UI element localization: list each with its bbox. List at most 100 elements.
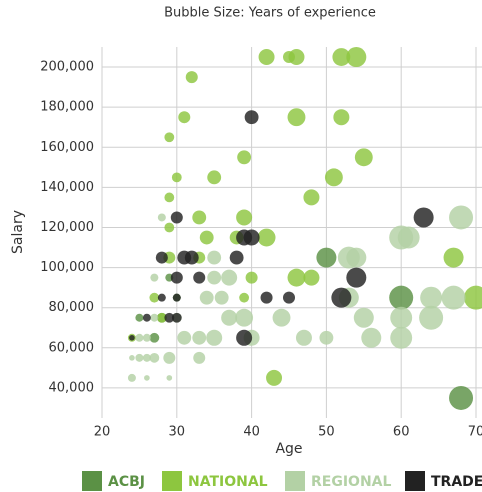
- x-tick-label: 50: [318, 425, 335, 440]
- bubble: [464, 285, 482, 310]
- bubble: [420, 286, 443, 309]
- bubble: [295, 329, 312, 346]
- bubble: [337, 246, 360, 269]
- grid: [101, 47, 482, 418]
- y-tick-label: 140,000: [40, 180, 94, 195]
- bubble: [170, 211, 183, 224]
- bubble: [287, 108, 306, 127]
- y-axis-label: Salary: [10, 210, 26, 254]
- bubble: [443, 247, 464, 268]
- bubble: [157, 293, 166, 302]
- bubble: [164, 312, 175, 323]
- x-tick-label: 70: [468, 425, 482, 440]
- bubble: [413, 207, 434, 228]
- bubble: [353, 307, 374, 328]
- bubble: [243, 229, 260, 246]
- legend-label: NATIONAL: [188, 474, 268, 490]
- bubble: [361, 327, 382, 348]
- bubble: [155, 251, 168, 264]
- y-tick-label: 80,000: [49, 300, 95, 315]
- bubble: [149, 352, 160, 363]
- bubble: [135, 313, 144, 322]
- bubble: [149, 292, 160, 303]
- bubble: [149, 332, 160, 343]
- bubble: [170, 271, 183, 284]
- y-tick-label: 180,000: [40, 100, 94, 115]
- y-tick-label: 120,000: [40, 220, 94, 235]
- bubble: [192, 210, 207, 225]
- y-tick-label: 200,000: [40, 60, 94, 75]
- bubble: [288, 49, 305, 66]
- bubble: [184, 250, 199, 265]
- legend-label: TRADE: [431, 474, 482, 490]
- bubble: [346, 267, 367, 288]
- bubble: [332, 48, 351, 66]
- bubble: [171, 172, 182, 183]
- bubble: [258, 49, 275, 66]
- bubble: [235, 308, 254, 327]
- bubble: [221, 309, 238, 326]
- bubble: [333, 109, 350, 126]
- bubble: [199, 230, 214, 245]
- bubble: [229, 250, 244, 265]
- bubble: [331, 287, 352, 308]
- bubble: [272, 308, 291, 327]
- bubble: [236, 329, 253, 346]
- bubble: [390, 326, 413, 349]
- bubble: [135, 353, 144, 362]
- x-tick-label: 60: [393, 425, 410, 440]
- bubble: [449, 205, 474, 230]
- bubble: [419, 305, 444, 330]
- y-tick-label: 160,000: [40, 140, 94, 155]
- bubble: [193, 351, 206, 364]
- bubble: [164, 132, 175, 143]
- bubble: [192, 330, 207, 345]
- bubble: [441, 285, 466, 310]
- legend-swatch: [285, 471, 305, 491]
- bubble: [178, 111, 191, 124]
- bubble: [303, 189, 320, 206]
- bubble: [389, 285, 414, 310]
- bubble: [346, 47, 367, 68]
- bubble: [127, 373, 136, 382]
- bubble: [207, 170, 222, 185]
- y-tick-label: 60,000: [49, 340, 95, 355]
- bubble: [214, 290, 229, 305]
- bubble: [316, 247, 337, 268]
- bubble: [171, 312, 182, 323]
- bubble: [135, 333, 144, 342]
- x-tick-label: 30: [169, 425, 186, 440]
- bubble: [129, 334, 135, 341]
- bubble: [185, 71, 198, 84]
- bubble: [354, 148, 373, 167]
- bubble: [193, 271, 206, 284]
- bubble: [283, 291, 295, 304]
- bubble: [245, 271, 258, 284]
- chart-subtitle: Bubble Size: Years of experience: [164, 6, 376, 21]
- x-tick-label: 40: [243, 425, 260, 440]
- bubble: [157, 213, 166, 222]
- bubble: [164, 192, 175, 203]
- bubble: [142, 313, 151, 322]
- bubble: [287, 268, 306, 287]
- plot-area: [127, 47, 482, 410]
- bubble: [319, 330, 334, 345]
- bubble: [172, 293, 181, 302]
- bubble: [260, 291, 273, 304]
- bubble: [207, 250, 222, 265]
- legend-swatch: [162, 471, 182, 491]
- bubble: [150, 313, 159, 322]
- legend-swatch: [405, 471, 425, 491]
- bubble: [221, 269, 238, 286]
- bubble: [303, 269, 320, 286]
- bubble: [164, 222, 175, 233]
- bubble: [156, 312, 167, 323]
- x-axis-label: Age: [275, 441, 302, 457]
- bubble: [397, 226, 420, 249]
- y-tick-label: 40,000: [49, 380, 95, 395]
- bubble: [206, 329, 223, 346]
- bubble: [142, 333, 151, 342]
- y-tick-label: 100,000: [40, 260, 94, 275]
- bubble: [324, 168, 343, 187]
